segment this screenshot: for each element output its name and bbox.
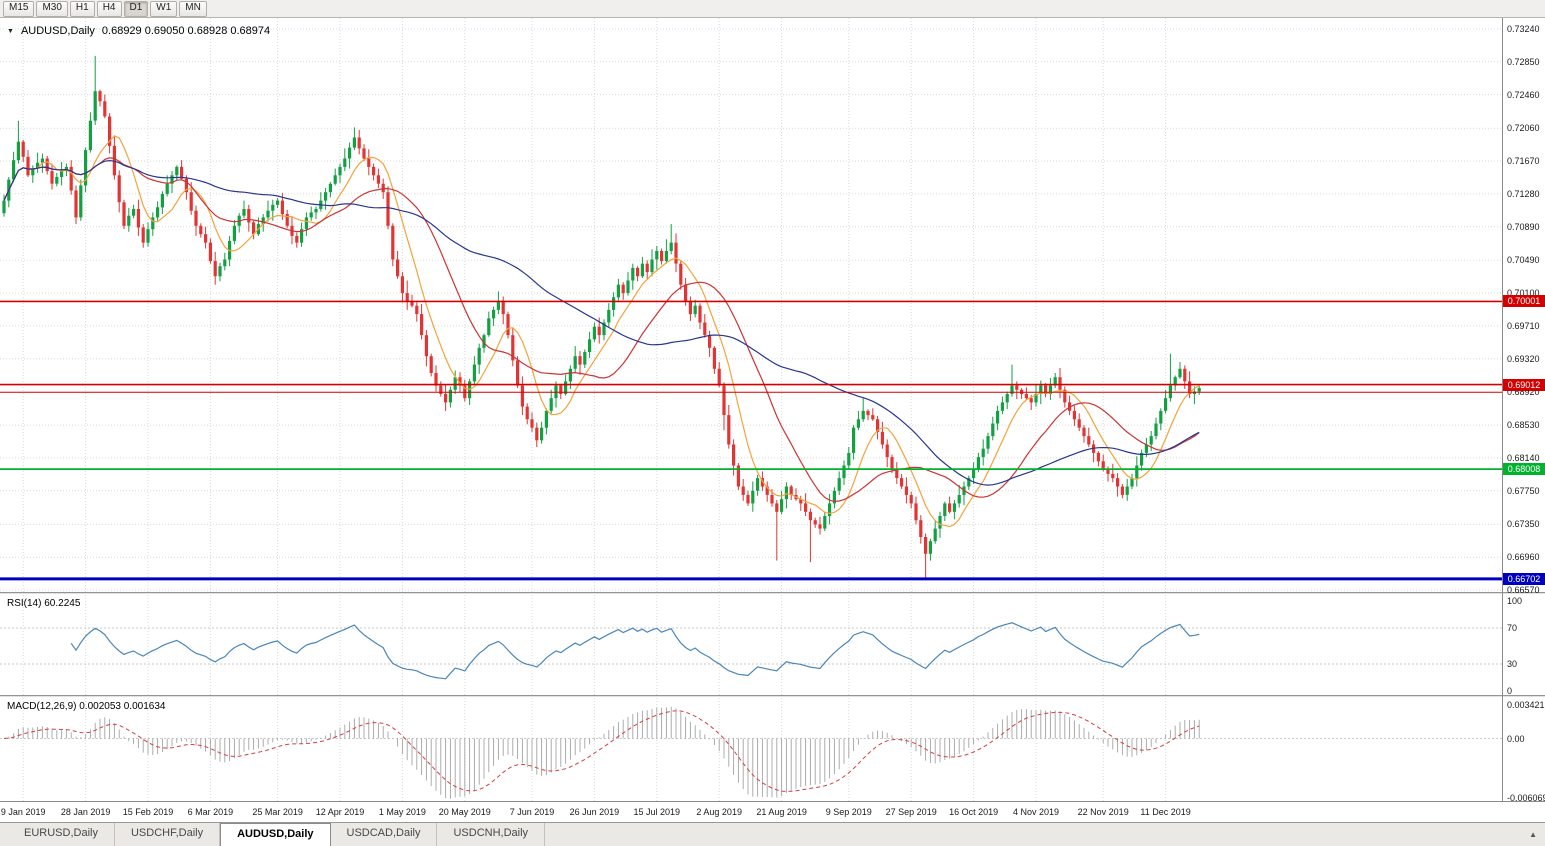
price-tick: 0.67350	[1507, 519, 1540, 530]
chart-tabs: EURUSD,Daily USDCHF,Daily AUDUSD,Daily USDC…	[0, 822, 1545, 846]
tab-usdcad-daily[interactable]: USDCAD,Daily	[331, 823, 438, 846]
level-price-badge: 0.69012	[1503, 378, 1545, 391]
rsi-label: RSI(14) 60.2245	[7, 598, 81, 609]
price-tick: 0.66570	[1507, 585, 1540, 595]
symbol-label: AUDUSD,Daily	[20, 25, 95, 37]
panel-separator[interactable]	[0, 592, 1545, 595]
price-tick: 0.70490	[1507, 255, 1540, 266]
date-label: 27 Sep 2019	[885, 807, 937, 817]
date-label: 7 Jun 2019	[509, 807, 555, 817]
price-chart[interactable]	[0, 18, 1502, 592]
date-label: 22 Nov 2019	[1077, 807, 1129, 817]
macd-tick: -0.006069	[1507, 793, 1545, 803]
date-label: 16 Oct 2019	[949, 807, 999, 817]
date-label: 4 Nov 2019	[1012, 807, 1060, 817]
timeframe-toolbar: M15 M30 H1 H4 D1 W1 MN	[0, 0, 1545, 18]
price-tick: 0.71280	[1507, 188, 1540, 199]
date-label: 25 Mar 2019	[252, 807, 303, 817]
price-axis-border	[1502, 18, 1503, 801]
macd-panel[interactable]	[0, 698, 1502, 801]
time-axis[interactable]: 9 Jan 2019 28 Jan 2019 15 Feb 2019 6 Mar 20…	[0, 801, 1545, 822]
rsi-tick: 0	[1507, 686, 1513, 696]
symbol-dropdown-icon[interactable]: ▼	[7, 27, 14, 35]
date-label: 26 Jun 2019	[569, 807, 620, 817]
price-tick: 0.72060	[1507, 123, 1540, 134]
tab-usdchf-daily[interactable]: USDCHF,Daily	[115, 823, 221, 846]
price-tick: 0.70100	[1507, 288, 1540, 299]
price-tick: 0.69320	[1507, 353, 1540, 364]
price-tick: 0.66960	[1507, 552, 1540, 563]
date-label: 20 May 2019	[438, 807, 491, 817]
price-tick: 0.69710	[1507, 320, 1540, 331]
price-tick: 0.67750	[1507, 485, 1540, 496]
date-label: 1 May 2019	[378, 807, 426, 817]
date-label: 15 Feb 2019	[122, 807, 174, 817]
macd-tick: 0.003421	[1507, 700, 1545, 710]
rsi-plot[interactable]	[0, 595, 1502, 695]
macd-label: MACD(12,26,9) 0.002053 0.001634	[7, 701, 166, 712]
date-label: 6 Mar 2019	[187, 807, 234, 817]
level-price-badge: 0.66702	[1503, 572, 1545, 585]
chart-title: ▼ AUDUSD,Daily 0.68929 0.69050 0.68928 0…	[7, 25, 270, 37]
panel-separator[interactable]	[0, 695, 1545, 698]
date-label: 2 Aug 2019	[696, 807, 742, 817]
level-price-badge: 0.70001	[1503, 295, 1545, 308]
timeframe-button-w1[interactable]: W1	[150, 0, 178, 17]
rsi-tick: 100	[1507, 596, 1523, 606]
date-label: 12 Apr 2019	[315, 807, 365, 817]
price-tick: 0.68140	[1507, 452, 1540, 463]
timeframe-button-mn[interactable]: MN	[179, 0, 207, 17]
rsi-tick: 30	[1507, 659, 1518, 669]
timeframe-button-d1[interactable]: D1	[123, 0, 149, 17]
price-tick: 0.68920	[1507, 387, 1540, 398]
price-tick: 0.72460	[1507, 89, 1540, 100]
date-label: 11 Dec 2019	[1140, 807, 1191, 817]
timeframe-button-m30[interactable]: M30	[36, 0, 68, 17]
tab-scroll-up-icon[interactable]: ▲	[1529, 830, 1537, 839]
price-tick: 0.72850	[1507, 56, 1540, 67]
ohlc-values: 0.68929 0.69050 0.68928 0.68974	[101, 25, 271, 37]
date-label: 9 Jan 2019	[0, 807, 46, 817]
date-label: 28 Jan 2019	[60, 807, 111, 817]
price-tick: 0.68530	[1507, 420, 1540, 431]
candlestick-plot[interactable]	[0, 18, 1502, 592]
date-label: 9 Sep 2019	[825, 807, 872, 817]
rsi-panel[interactable]	[0, 595, 1502, 695]
timeframe-button-h1[interactable]: H1	[69, 0, 95, 17]
tab-eurusd-daily[interactable]: EURUSD,Daily	[8, 823, 115, 846]
rsi-tick: 70	[1507, 623, 1518, 633]
timeframe-button-m15[interactable]: M15	[3, 0, 35, 17]
macd-plot[interactable]	[0, 698, 1502, 801]
price-tick: 0.73240	[1507, 24, 1540, 34]
tab-usdcnh-daily[interactable]: USDCNH,Daily	[437, 823, 546, 846]
price-tick: 0.71670	[1507, 156, 1540, 167]
macd-tick: 0.00	[1507, 733, 1525, 744]
level-price-badge: 0.68008	[1503, 463, 1545, 476]
price-tick: 0.70890	[1507, 221, 1540, 232]
date-label: 21 Aug 2019	[756, 807, 807, 817]
tab-audusd-daily[interactable]: AUDUSD,Daily	[220, 823, 331, 846]
timeframe-button-h4[interactable]: H4	[96, 0, 122, 17]
date-label: 15 Jul 2019	[633, 807, 681, 817]
